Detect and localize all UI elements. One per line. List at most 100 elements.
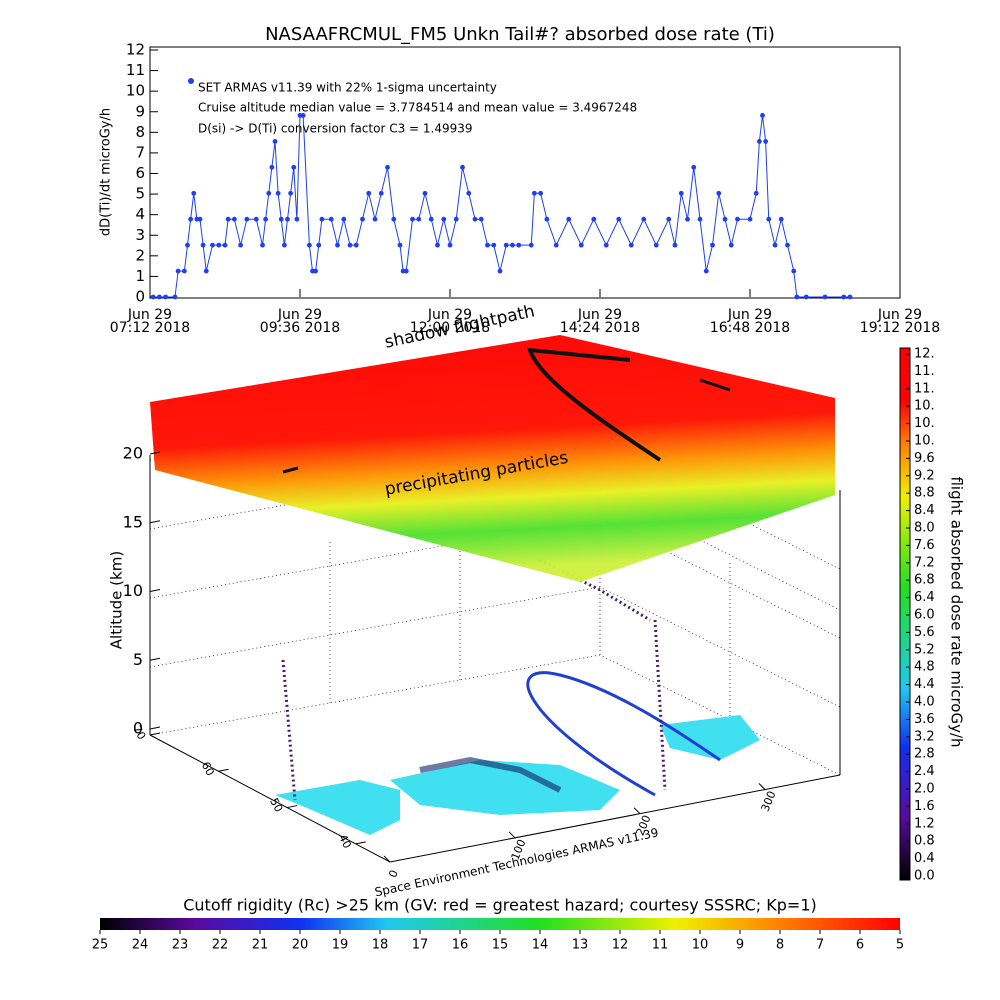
- z-tick-label: 5: [133, 650, 143, 669]
- 3d-scene: [149, 335, 841, 863]
- data-point: [150, 294, 156, 300]
- colorbar-tick-label: 0.4: [914, 851, 935, 866]
- data-point: [319, 216, 325, 222]
- x-tick-label: 50: [267, 796, 285, 814]
- data-point: [528, 242, 534, 248]
- data-point: [185, 242, 190, 248]
- colorbar-tick-label: 1.6: [914, 799, 935, 814]
- data-point: [822, 294, 828, 300]
- y-tick-label: 2: [135, 246, 145, 264]
- x-tick-label: 07:12 2018: [110, 320, 190, 336]
- data-point: [666, 216, 672, 222]
- y-axis-label: dD(Ti)/dt microGy/h: [99, 108, 114, 236]
- colorbar-tick-label: 14: [532, 938, 549, 953]
- colorbar-tick-label: 1.2: [914, 816, 935, 831]
- colorbar-tick-label: 8.4: [914, 503, 935, 518]
- colorbar-tick-label: 0.0: [914, 869, 935, 884]
- data-point: [263, 216, 269, 222]
- data-point: [210, 242, 215, 248]
- y-tick-label: 0: [386, 868, 401, 879]
- colorbar-tick-label: 11.: [914, 381, 935, 396]
- colorbar-tick-label: 4.4: [914, 677, 935, 692]
- data-point: [328, 216, 334, 222]
- colorbar-tick-label: 23: [172, 938, 189, 953]
- colorbar-tick-label: 18: [372, 938, 389, 953]
- data-point: [735, 216, 740, 222]
- colorbar-tick-label: 12: [612, 938, 629, 953]
- data-point: [803, 294, 809, 300]
- x-tick-label: Jun 29: [127, 307, 172, 323]
- data-point: [753, 190, 759, 196]
- colorbar-tick-label: 17: [412, 938, 429, 953]
- y-tick-label: 300: [759, 789, 779, 813]
- x-tick-label: Jun 29: [577, 307, 622, 323]
- colorbar-tick-label: 22: [212, 938, 229, 953]
- data-point: [285, 216, 290, 222]
- colorbar-tick-label: 2.8: [914, 747, 935, 762]
- coastline: [419, 756, 562, 793]
- land: [275, 780, 400, 835]
- data-point: [756, 138, 762, 144]
- data-point: [172, 294, 178, 300]
- colorbar-tick-label: 20: [292, 938, 309, 953]
- data-point: [372, 216, 378, 222]
- data-point: [188, 216, 194, 222]
- data-point: [510, 242, 515, 248]
- x-tick-label: 70: [130, 723, 148, 741]
- data-point: [391, 216, 397, 222]
- y-tick-label: 8: [135, 123, 145, 141]
- x-tick-label: 60: [199, 760, 217, 778]
- flight-track: [281, 558, 667, 801]
- data-point: [353, 242, 359, 248]
- x-tick-label: Jun 29: [427, 307, 472, 323]
- data-point: [313, 268, 319, 274]
- z-tick: [149, 726, 161, 730]
- x-tick: [149, 732, 161, 736]
- colorbar-tick-label: 2.4: [914, 764, 935, 779]
- data-point: [794, 294, 800, 300]
- data-point: [697, 216, 703, 222]
- colorbar-tick-label: 13: [572, 938, 589, 953]
- x-tick-label: 14:24 2018: [560, 320, 640, 336]
- colorbar-label: flight absorbed dose rate microGy/h: [948, 476, 966, 747]
- data-point: [238, 242, 244, 248]
- data-point: [460, 164, 465, 170]
- data-point: [578, 242, 584, 248]
- data-point: [616, 216, 622, 222]
- grid: [149, 379, 841, 776]
- y-tick-label: 0: [135, 288, 145, 306]
- data-point: [200, 242, 206, 248]
- data-point: [766, 216, 772, 222]
- data-point: [335, 242, 340, 248]
- colorbar-tick-label: 8.8: [914, 486, 935, 501]
- data-point: [628, 242, 634, 248]
- data-point: [747, 216, 753, 222]
- y-tick-label: 7: [135, 143, 145, 161]
- data-point: [288, 190, 294, 196]
- data-point: [472, 216, 478, 222]
- data-point: [397, 242, 403, 248]
- flight-track: [526, 671, 721, 797]
- x-tick-label: 40: [336, 832, 354, 850]
- series-line: [153, 114, 850, 298]
- colorbar-tick-label: 5: [896, 938, 904, 953]
- colorbar: [899, 347, 911, 881]
- legend-marker: [188, 78, 194, 84]
- data-point: [466, 190, 472, 196]
- colorbar-tick-label: 6.0: [914, 608, 935, 623]
- colorbar-tick-label: 3.6: [914, 712, 935, 727]
- x-tick-label: 16:48 2018: [710, 320, 790, 336]
- data-point: [366, 190, 372, 196]
- data-point: [266, 190, 272, 196]
- data-point: [544, 216, 550, 222]
- data-point: [566, 216, 572, 222]
- land: [390, 760, 620, 815]
- data-point: [641, 216, 647, 222]
- data-point: [416, 216, 422, 222]
- data-point: [272, 138, 278, 144]
- colorbar-tick-label: 9: [736, 938, 744, 953]
- colorbar-tick-label: 24: [132, 938, 149, 953]
- data-point: [703, 268, 709, 274]
- data-point: [163, 294, 169, 300]
